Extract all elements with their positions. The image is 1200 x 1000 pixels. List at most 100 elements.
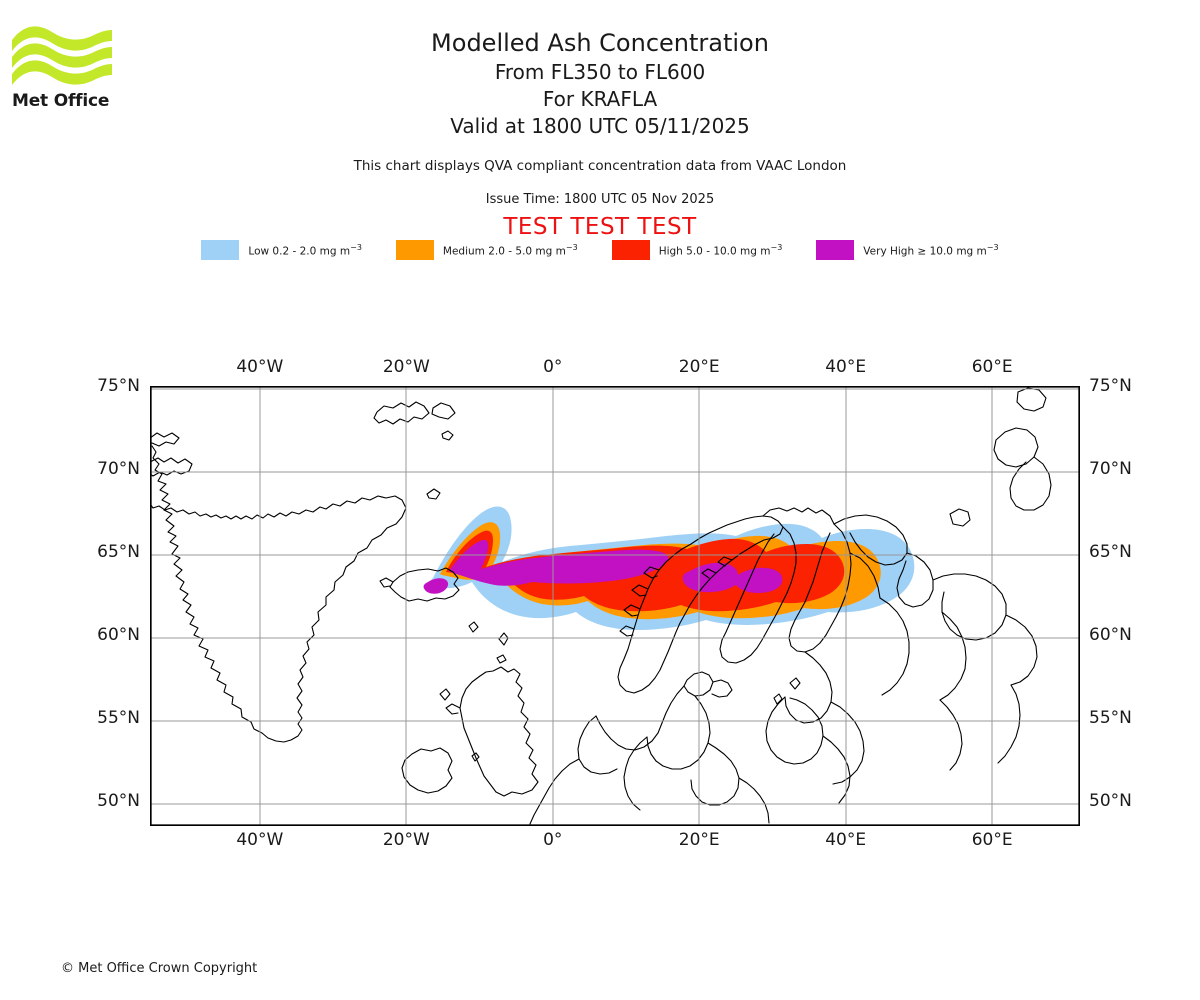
lon-tick-0-bottom: 0° bbox=[543, 830, 563, 850]
lat-tick-75N-right: 75°N bbox=[1089, 376, 1132, 396]
coastline-bear-island bbox=[441, 430, 454, 441]
lat-tick-60N-left: 60°N bbox=[97, 625, 140, 646]
lat-tick-65N-left: 65°N bbox=[97, 542, 140, 563]
coastline-greenland bbox=[150, 445, 407, 743]
coastline-russia-east bbox=[1005, 614, 1038, 686]
border-russia-south bbox=[879, 597, 910, 696]
lat-tick-60N-right: 60°N bbox=[1089, 625, 1132, 646]
qva-caption: This chart displays QVA compliant concen… bbox=[353, 158, 847, 174]
legend-swatch-very-high bbox=[816, 240, 855, 260]
map-plot-area bbox=[150, 386, 1080, 826]
ash-concentration-map bbox=[150, 386, 1080, 826]
coastline-ireland bbox=[401, 747, 453, 794]
lon-tick-20E-bottom: 20°E bbox=[678, 830, 720, 850]
legend-label-very-high: Very High ≥ 10.0 mg m−3 bbox=[863, 242, 999, 258]
coastline-lofoten bbox=[701, 556, 733, 579]
copyright-notice: © Met Office Crown Copyright bbox=[61, 961, 258, 976]
coastline-norway-fjords bbox=[619, 566, 660, 637]
legend-item-very-high: Very High ≥ 10.0 mg m−3 bbox=[816, 240, 999, 260]
legend-swatch-low bbox=[201, 240, 240, 260]
met-office-wave-mark bbox=[12, 26, 112, 85]
coastline-caspian-north bbox=[939, 699, 963, 771]
lon-tick-40W-bottom: 40°W bbox=[236, 830, 284, 850]
border-ural-region bbox=[997, 684, 1021, 764]
page-title: Modelled Ash Concentration bbox=[431, 29, 769, 57]
legend-label-medium: Medium 2.0 - 5.0 mg m−3 bbox=[442, 242, 578, 258]
coastline-hebrides bbox=[439, 688, 451, 701]
issue-time: Issue Time: 1800 UTC 05 Nov 2025 bbox=[485, 192, 715, 207]
border-poland bbox=[765, 696, 824, 765]
legend-item-high: High 5.0 - 10.0 mg m−3 bbox=[611, 240, 817, 260]
coastline-jan-mayen bbox=[426, 488, 441, 500]
coastline-faroes bbox=[468, 621, 479, 633]
lat-tick-75N-left: 75°N bbox=[97, 376, 140, 396]
met-office-logo: Met Office bbox=[12, 26, 117, 111]
chart-title-block: Modelled Ash Concentration From FL350 to… bbox=[0, 28, 1200, 140]
lat-tick-70N-right: 70°N bbox=[1089, 459, 1132, 480]
lat-tick-50N-left: 50°N bbox=[97, 791, 140, 812]
legend-swatch-high bbox=[611, 240, 650, 260]
border-central-europe bbox=[623, 736, 648, 811]
border-balkans bbox=[738, 777, 770, 824]
lat-tick-55N-right: 55°N bbox=[1089, 708, 1132, 729]
coastlines-layer bbox=[150, 387, 1052, 825]
lat-tick-55N-left: 55°N bbox=[97, 708, 140, 729]
legend-item-low: Low 0.2 - 2.0 mg m−3 bbox=[201, 240, 395, 260]
plume-very-high-contour-east bbox=[682, 562, 783, 593]
map-gridlines bbox=[150, 386, 1080, 826]
met-office-logo-text: Met Office bbox=[12, 91, 110, 111]
legend-label-high: High 5.0 - 10.0 mg m−3 bbox=[658, 242, 783, 258]
lon-tick-20W-bottom: 20°W bbox=[382, 830, 430, 850]
coastline-novaya-zemlya-south bbox=[1009, 456, 1052, 511]
volcano-name: For KRAFLA bbox=[542, 87, 658, 111]
coastline-norway bbox=[617, 515, 784, 694]
lon-tick-60E-bottom: 60°E bbox=[971, 830, 1013, 850]
coastline-white-sea bbox=[896, 552, 934, 608]
coastline-greenland-ne bbox=[150, 432, 180, 447]
coastline-iceland bbox=[389, 567, 460, 602]
coastline-orkney bbox=[496, 654, 507, 664]
coastline-jutland-detail bbox=[711, 679, 733, 698]
chart-caption: This chart displays QVA compliant concen… bbox=[0, 157, 1200, 176]
legend-swatch-medium bbox=[395, 240, 434, 260]
border-germany bbox=[646, 695, 711, 770]
coastline-gotland bbox=[789, 677, 801, 690]
map-frame bbox=[150, 386, 1080, 826]
coastline-kolguev bbox=[949, 508, 971, 527]
lon-tick-60E-top: 60°E bbox=[971, 357, 1013, 377]
border-finland-russia bbox=[849, 552, 881, 599]
lat-tick-50N-right: 50°N bbox=[1089, 791, 1132, 812]
lat-tick-65N-right: 65°N bbox=[1089, 542, 1132, 563]
concentration-legend: Low 0.2 - 2.0 mg m−3 Medium 2.0 - 5.0 mg … bbox=[0, 240, 1200, 260]
flight-level-range: From FL350 to FL600 bbox=[494, 60, 706, 84]
legend-label-low: Low 0.2 - 2.0 mg m−3 bbox=[248, 242, 362, 258]
border-czech-austria bbox=[690, 742, 740, 806]
plume-very-high-contour-west bbox=[449, 539, 669, 586]
legend-item-medium: Medium 2.0 - 5.0 mg m−3 bbox=[395, 240, 612, 260]
coastline-kola-peninsula bbox=[833, 514, 908, 566]
coastline-finnmark bbox=[762, 507, 835, 525]
lon-tick-0-top: 0° bbox=[543, 357, 563, 377]
lat-tick-70N-left: 70°N bbox=[97, 459, 140, 480]
lon-tick-20E-top: 20°E bbox=[678, 357, 720, 377]
coastline-isle-of-man bbox=[471, 752, 480, 762]
lon-tick-40E-bottom: 40°E bbox=[825, 830, 867, 850]
border-baltic-states bbox=[784, 651, 833, 724]
lon-tick-20W-top: 20°W bbox=[382, 357, 430, 377]
coastline-scotland-west bbox=[445, 703, 461, 715]
coastline-svalbard-east bbox=[431, 402, 456, 420]
test-banner: TEST TEST TEST bbox=[503, 214, 697, 240]
coastline-oland bbox=[773, 693, 783, 705]
coastline-france-north bbox=[529, 758, 580, 825]
lon-tick-40W-top: 40°W bbox=[236, 357, 284, 377]
coastline-north-sea-south bbox=[595, 685, 685, 751]
coastline-barents-russia bbox=[932, 573, 1007, 641]
coastline-great-britain bbox=[459, 666, 539, 797]
coastline-svalbard bbox=[373, 401, 430, 425]
border-russia-southeast bbox=[939, 611, 967, 701]
coastline-iceland-fjords bbox=[379, 577, 394, 588]
coastline-sweden bbox=[719, 526, 797, 664]
border-belarus-ukraine bbox=[830, 701, 865, 785]
valid-time: Valid at 1800 UTC 05/11/2025 bbox=[450, 114, 750, 138]
lon-tick-40E-top: 40°E bbox=[825, 357, 867, 377]
